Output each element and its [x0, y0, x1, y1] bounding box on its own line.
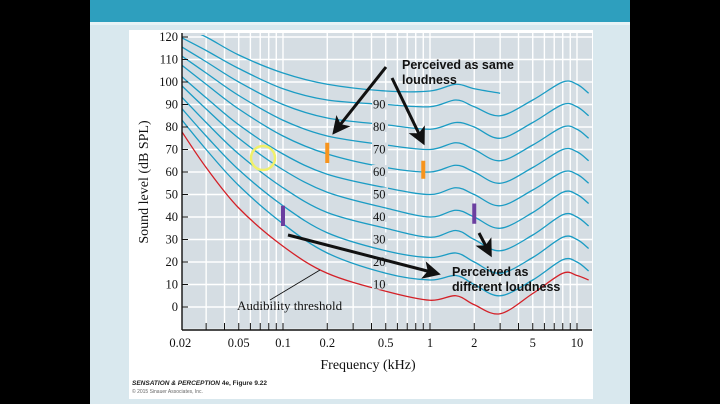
x-tick-label: 0.02 [169, 336, 191, 350]
equal-loudness-curve-30-phon [182, 96, 590, 252]
orange-marker-2 [421, 160, 426, 179]
x-axis-title: Frequency (kHz) [320, 358, 416, 373]
curve-label-60: 60 [373, 165, 386, 179]
y-tick-label: 70 [166, 143, 179, 157]
threshold-leader-line [269, 269, 321, 301]
equal-loudness-curve-20-phon [182, 107, 590, 274]
y-tick-label: 100 [159, 75, 178, 89]
equal-loudness-curve-100-phon [200, 35, 501, 94]
curve-label-bg [372, 97, 388, 110]
y-tick-label: 120 [159, 30, 178, 44]
y-tick-label: 0 [172, 300, 178, 314]
y-axis-title: Sound level (dB SPL) [137, 120, 152, 244]
caption-copyright: © 2015 Sinauer Associates, Inc. [132, 389, 203, 395]
annotation-same-loudness-line2: loudness [402, 73, 457, 87]
equal-loudness-curve-90-phon [182, 37, 590, 117]
y-tick-label: 10 [166, 278, 179, 292]
curve-label-10: 10 [373, 278, 386, 292]
x-tick-label: 0.2 [319, 336, 335, 350]
equal-loudness-curve-60-phon [182, 64, 590, 184]
curve-label-bg [372, 277, 388, 290]
curve-label-40: 40 [373, 210, 386, 224]
curve-label-70: 70 [373, 143, 386, 157]
equal-loudness-curve-40-phon [182, 85, 590, 229]
arrow-same-loudness-left [332, 66, 388, 135]
equal-loudness-curve-80-phon [182, 46, 590, 139]
annotation-different-loudness-line1: Perceived as [452, 265, 528, 279]
purple-marker-2 [472, 203, 477, 224]
curve-label-bg [372, 142, 388, 155]
x-tick-label: 1 [427, 336, 433, 350]
slide: 0 10 20 30 40 50 60 70 80 90 100 110 120 0.02 0.05 0.1 0… [90, 0, 630, 404]
orange-marker-1 [325, 142, 330, 163]
y-tick-label: 50 [166, 188, 179, 202]
purple-marker-1 [281, 205, 285, 226]
y-tick-label: 40 [166, 210, 179, 224]
y-tick-label: 110 [160, 53, 178, 67]
slide-header-divider [90, 22, 630, 25]
equal-loudness-curve-70-phon [182, 55, 590, 162]
curve-label-bg [372, 232, 388, 245]
y-tick-label: 20 [166, 255, 179, 269]
x-tick-label: 10 [571, 336, 584, 350]
x-tick-label: 0.5 [378, 336, 394, 350]
arrow-same-loudness-right [390, 77, 425, 146]
equal-loudness-curve-10-phon [182, 119, 590, 297]
caption-title: SENSATION & PERCEPTION [132, 380, 221, 387]
audibility-threshold-curve [182, 130, 589, 315]
caption-edition: 4e, Figure 9.22 [221, 380, 267, 387]
audibility-threshold-label: Audibility threshold [237, 298, 343, 313]
y-tick-label: 80 [166, 120, 179, 134]
equal-loudness-curve-50-phon [182, 75, 590, 207]
curve-label-bg [372, 210, 388, 222]
curve-label-50: 50 [373, 188, 386, 202]
x-tick-label: 0.05 [228, 336, 250, 350]
arrow-different-loudness-left [287, 233, 441, 279]
cursor-highlight-circle [249, 144, 277, 172]
slide-header-bar [90, 0, 630, 22]
arrow-different-loudness-right [475, 232, 492, 258]
y-tick-label: 60 [166, 165, 179, 179]
curve-label-bg [372, 165, 388, 177]
curve-label-bg [372, 120, 388, 132]
y-tick-label: 30 [166, 233, 179, 247]
curve-label-30: 30 [373, 233, 386, 247]
figure-caption: SENSATION & PERCEPTION 4e, Figure 9.22 ©… [132, 380, 267, 396]
curve-label-90: 90 [373, 98, 386, 112]
annotation-different-loudness-line2: different loudness [452, 280, 560, 294]
x-tick-label: 0.1 [275, 336, 291, 350]
x-tick-label: 5 [530, 336, 536, 350]
x-tick-label: 2 [471, 336, 477, 350]
y-tick-label: 90 [166, 98, 179, 112]
annotation-same-loudness-line1: Perceived as same [402, 58, 514, 72]
curve-label-bg [372, 187, 388, 200]
caption-line-1: SENSATION & PERCEPTION 4e, Figure 9.22 [132, 380, 267, 388]
curve-label-80: 80 [373, 120, 386, 134]
